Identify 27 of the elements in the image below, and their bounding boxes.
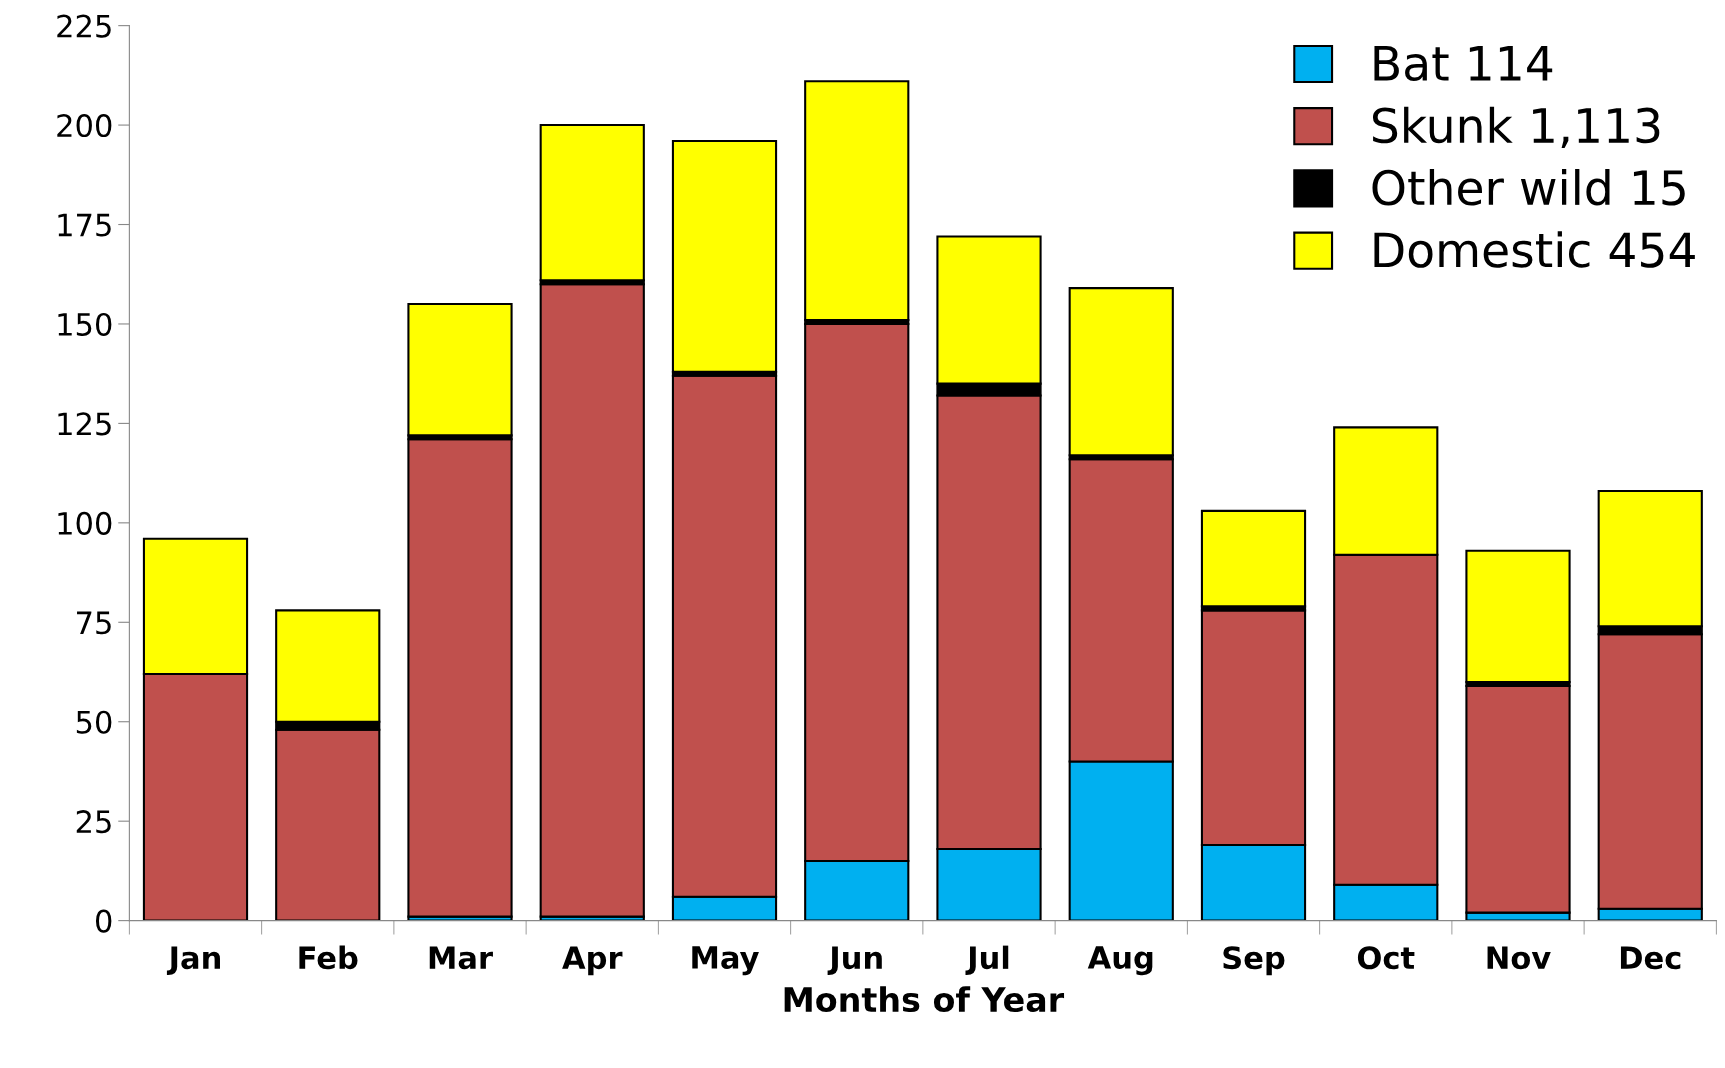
y-tick-label: 0 [95,909,112,933]
legend-label: Other wild 15 [1372,168,1685,206]
y-tick-label: 125 [58,412,111,436]
legend-label: Skunk 1,113 [1372,106,1660,149]
x-tick-label: Dec [1620,946,1681,970]
legend-label: Bat 114 [1374,45,1553,82]
y-tick-label: 200 [57,114,112,138]
x-axis-title: Months of Year [784,986,1065,1013]
y-tick-label: 25 [76,810,111,834]
x-tick-label: Jul [965,945,1009,975]
x-tick-label: Apr [562,946,623,976]
legend-label: Domestic 454 [1374,231,1695,268]
y-tick-label: 50 [76,710,112,734]
x-tick-label: Mar [429,946,493,970]
y-tick-label: 175 [58,213,111,237]
y-tick-label: 150 [58,312,112,336]
x-tick-label: Oct [1357,946,1415,970]
x-tick-label: May [692,946,759,976]
x-tick-label: Jan [166,946,220,975]
x-tick-label: Sep [1223,946,1285,976]
x-tick-label: Jun [827,946,882,975]
y-tick-label: 100 [58,511,112,535]
x-tick-label: Nov [1487,946,1551,970]
y-tick-label: 225 [57,14,111,38]
x-tick-label: Aug [1087,946,1153,976]
x-tick-label: Feb [299,945,358,970]
y-tick-label: 75 [77,611,111,635]
